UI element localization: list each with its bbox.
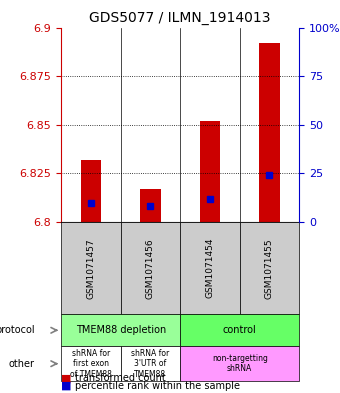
Text: percentile rank within the sample: percentile rank within the sample — [75, 381, 240, 391]
Bar — [81, 160, 101, 222]
FancyBboxPatch shape — [121, 222, 180, 314]
FancyBboxPatch shape — [61, 346, 121, 381]
FancyBboxPatch shape — [61, 222, 121, 314]
FancyBboxPatch shape — [240, 222, 299, 314]
Text: shRNA for
first exon
of TMEM88: shRNA for first exon of TMEM88 — [70, 349, 112, 378]
Bar — [259, 43, 280, 222]
Text: ■: ■ — [61, 381, 75, 391]
Text: GSM1071454: GSM1071454 — [205, 238, 215, 298]
Text: protocol: protocol — [0, 325, 34, 335]
Title: GDS5077 / ILMN_1914013: GDS5077 / ILMN_1914013 — [89, 11, 271, 25]
Text: transformed count: transformed count — [75, 373, 166, 383]
Text: control: control — [223, 325, 257, 335]
Bar — [200, 121, 220, 222]
Bar — [140, 189, 161, 222]
FancyBboxPatch shape — [180, 314, 299, 346]
Text: ■: ■ — [61, 373, 75, 383]
FancyBboxPatch shape — [180, 222, 240, 314]
Text: GSM1071457: GSM1071457 — [86, 238, 96, 299]
Text: other: other — [8, 359, 34, 369]
Text: GSM1071455: GSM1071455 — [265, 238, 274, 299]
FancyBboxPatch shape — [180, 346, 299, 381]
FancyBboxPatch shape — [61, 314, 180, 346]
Text: TMEM88 depletion: TMEM88 depletion — [75, 325, 166, 335]
Text: GSM1071456: GSM1071456 — [146, 238, 155, 299]
Text: non-targetting
shRNA: non-targetting shRNA — [212, 354, 268, 373]
Text: shRNA for
3'UTR of
TMEM88: shRNA for 3'UTR of TMEM88 — [131, 349, 170, 378]
FancyBboxPatch shape — [121, 346, 180, 381]
